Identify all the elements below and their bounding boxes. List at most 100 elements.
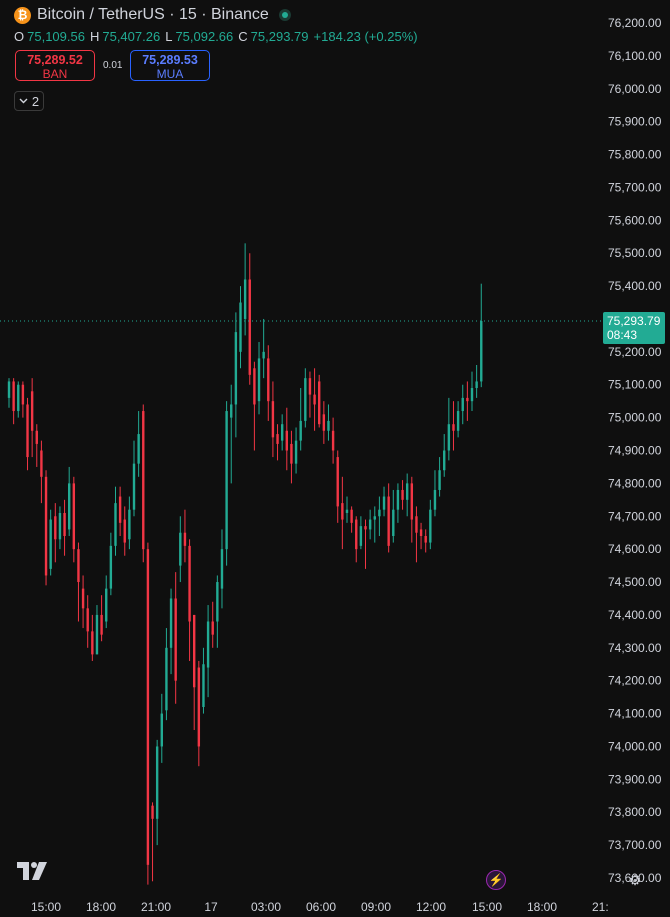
candle-body <box>290 443 293 464</box>
candle-body <box>91 631 94 655</box>
gear-icon[interactable]: ⚙ <box>628 871 642 888</box>
candle-body <box>359 526 363 546</box>
candle-body <box>183 532 187 546</box>
price-tick-label: 74,900.00 <box>608 444 662 458</box>
candle-body <box>327 420 330 431</box>
price-tick-label: 74,600.00 <box>608 542 662 556</box>
candle-body <box>202 664 205 707</box>
price-axis[interactable]: 76,200.00 76,100.00 76,000.00 75,900.00 75,8… <box>608 16 662 885</box>
candle-body <box>105 588 108 622</box>
candle-body <box>313 394 316 405</box>
candle-body <box>179 532 182 566</box>
ohlc-legend: O 75,109.56 H 75,407.26 L 75,092.66 C 75,293… <box>14 29 420 44</box>
price-tick-label: 73,700.00 <box>608 838 662 852</box>
time-tick-label: 21: <box>592 900 609 914</box>
candle-body <box>405 483 409 500</box>
time-axis[interactable]: 15:00 18:00 21:00 17 03:00 06:00 09:00 12:00 15:… <box>31 900 609 914</box>
candle-body <box>95 614 99 655</box>
time-tick-label: 06:00 <box>306 900 336 914</box>
candle-body <box>271 401 275 438</box>
candle-body <box>350 509 353 523</box>
current-price-tag-box <box>603 312 665 345</box>
time-tick-label: 09:00 <box>361 900 391 914</box>
candle-body <box>193 614 196 688</box>
candle-body <box>368 519 372 530</box>
candle-body <box>21 384 25 405</box>
sell-label: BAN <box>42 67 68 81</box>
time-tick-label: 21:00 <box>141 900 171 914</box>
symbol-header[interactable]: ₿ Bitcoin / TetherUS · 15 · Binance <box>14 6 291 24</box>
candle-body <box>461 397 464 412</box>
candle-body <box>396 489 400 510</box>
close-key: C <box>238 29 248 44</box>
time-tick-label: 15:00 <box>472 900 502 914</box>
time-tick-label: 18:00 <box>86 900 116 914</box>
candle-body <box>86 608 89 632</box>
candle-body <box>294 440 298 464</box>
price-tick-label: 75,200.00 <box>608 345 662 359</box>
sell-button[interactable]: 75,289.52 BAN <box>15 50 95 81</box>
candle-body <box>188 545 191 622</box>
candle-body <box>456 411 460 431</box>
buy-button[interactable]: 75,289.53 MUA <box>130 50 210 81</box>
current-price-label: 75,293.79 <box>607 314 661 328</box>
indicator-count: 2 <box>31 93 40 109</box>
open-value: 75,109.56 <box>27 29 85 44</box>
candle-body <box>30 391 34 431</box>
candle-body <box>345 509 349 513</box>
candle-body <box>211 621 214 635</box>
candle-body <box>58 512 62 540</box>
price-tick-label: 74,500.00 <box>608 575 662 589</box>
candle-body <box>44 476 48 576</box>
candle-body <box>466 397 469 402</box>
price-tick-label: 75,600.00 <box>608 213 662 227</box>
candle-body <box>452 424 455 431</box>
candle-body <box>17 384 20 412</box>
high-value: 75,407.26 <box>102 29 161 44</box>
candle-body <box>12 381 15 412</box>
candles-layer <box>7 243 483 885</box>
price-tick-label: 75,700.00 <box>608 180 662 194</box>
candle-body <box>285 430 288 451</box>
candle-body <box>123 519 126 543</box>
time-tick-label: 17 <box>204 900 218 914</box>
candle-body <box>160 713 163 747</box>
candle-body <box>447 424 451 451</box>
candle-body <box>132 463 136 510</box>
low-value: 75,092.66 <box>175 29 234 44</box>
candle-body <box>216 582 219 622</box>
sell-price: 75,289.52 <box>27 53 83 67</box>
time-tick-label: 18:00 <box>527 900 557 914</box>
candle-body <box>322 414 326 431</box>
tradingview-logo-icon[interactable] <box>17 862 49 880</box>
price-tick-label: 76,200.00 <box>608 16 662 30</box>
price-tick-label: 75,800.00 <box>608 148 662 162</box>
price-tick-label: 76,100.00 <box>608 49 662 63</box>
price-tick-label: 73,600.00 <box>608 871 662 885</box>
candle-body <box>26 404 29 458</box>
lightning-icon[interactable]: ⚡ <box>486 870 506 890</box>
candle-body <box>35 430 38 444</box>
candle-body <box>401 489 404 500</box>
symbol-title[interactable]: Bitcoin / TetherUS · 15 · Binance <box>37 6 269 23</box>
candle-body <box>142 411 145 550</box>
candle-body <box>280 424 284 441</box>
candle-body <box>118 496 122 523</box>
price-tick-label: 75,400.00 <box>608 279 662 293</box>
candle-body <box>169 598 173 648</box>
indicators-toggle[interactable]: 2 <box>14 91 44 111</box>
candle-body <box>81 588 85 609</box>
candle-body <box>262 351 265 359</box>
candle-body <box>355 519 358 550</box>
candle-body <box>304 378 307 421</box>
candle-body <box>318 381 321 425</box>
candle-body <box>308 378 312 395</box>
candle-body <box>336 457 339 507</box>
candle-body <box>438 470 441 490</box>
candle-body <box>424 536 427 543</box>
candle-body <box>378 509 381 517</box>
price-tick-label: 75,000.00 <box>608 411 662 425</box>
candle-body <box>197 667 201 747</box>
candle-body <box>151 805 154 819</box>
